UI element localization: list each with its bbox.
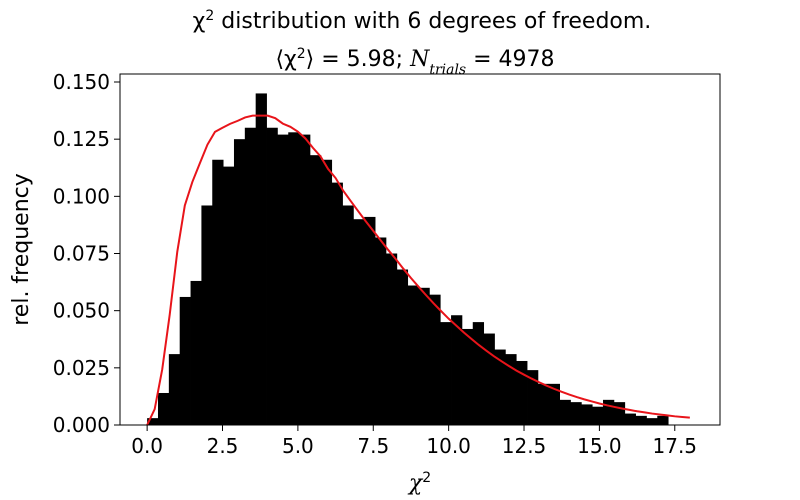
x-tick-label: 12.5 — [502, 434, 547, 458]
histogram-bar — [494, 349, 506, 425]
histogram-bar — [581, 404, 593, 425]
histogram-bar — [418, 287, 430, 425]
histogram-bar — [603, 399, 615, 425]
histogram-bar — [147, 418, 159, 425]
histogram-bar — [483, 333, 495, 425]
histogram-bar — [407, 285, 419, 425]
chi-square-pdf-curve — [146, 114, 690, 426]
histogram-bar — [299, 134, 311, 426]
histogram-bar — [244, 127, 257, 426]
x-axis-label: χ2 — [407, 470, 431, 496]
histogram-bar — [613, 402, 626, 425]
histogram-bar — [212, 159, 224, 425]
histogram-bar — [353, 219, 365, 425]
histogram-bar — [168, 354, 181, 425]
histogram-bar — [592, 406, 604, 425]
histogram-bar — [505, 354, 517, 425]
histogram-bar — [179, 296, 191, 425]
histogram-bar — [157, 392, 170, 425]
y-tick-label: 0.025 — [53, 356, 110, 380]
y-axis-label: rel. frequency — [9, 173, 34, 326]
x-tick-label: 0.0 — [131, 434, 163, 458]
histogram-bar — [396, 269, 409, 425]
histogram-bar — [201, 205, 213, 425]
histogram-bar — [223, 166, 235, 425]
histogram-bar — [266, 127, 278, 426]
histogram-bar — [190, 280, 202, 425]
chart-title: χ2 distribution with 6 degrees of freedo… — [193, 8, 652, 78]
y-tick-label: 0.100 — [53, 184, 110, 208]
x-tick-label: 2.5 — [207, 434, 239, 458]
histogram-bar — [537, 383, 550, 425]
x-axis-ticks: 0.0 2.5 5.0 7.5 10.0 12.5 15.0 17.5 — [131, 425, 697, 458]
histogram-bar — [288, 132, 300, 425]
histogram-bar — [375, 237, 387, 425]
histogram-bar — [429, 294, 441, 425]
y-tick-label: 0.000 — [53, 413, 110, 437]
histogram-bar — [516, 360, 528, 425]
histogram-bar — [548, 383, 560, 425]
histogram-bar — [527, 370, 539, 425]
histogram-bar — [342, 205, 354, 425]
y-axis-ticks: 0.000 0.025 0.050 0.075 0.100 0.125 0.150 — [53, 70, 120, 437]
histogram-bar — [320, 159, 333, 425]
x-tick-label: 17.5 — [653, 434, 698, 458]
histogram-bar — [570, 402, 582, 425]
histogram-bar — [364, 216, 376, 425]
histogram-bar — [385, 253, 398, 425]
plot-area-frame — [119, 73, 721, 426]
histogram-bar — [277, 134, 289, 426]
histogram-bar — [255, 93, 267, 425]
histogram-bar — [309, 155, 322, 425]
histogram-bars — [147, 93, 669, 426]
y-tick-label: 0.075 — [53, 242, 110, 266]
histogram-bar — [624, 413, 636, 425]
histogram-bar — [657, 415, 669, 425]
x-tick-label: 10.0 — [426, 434, 471, 458]
x-tick-label: 15.0 — [577, 434, 622, 458]
histogram-bar — [559, 399, 571, 425]
histogram-bar — [331, 182, 343, 425]
y-tick-label: 0.050 — [53, 299, 110, 323]
y-tick-label: 0.150 — [53, 70, 110, 94]
histogram-bar — [440, 322, 452, 425]
histogram-bar — [472, 322, 485, 425]
histogram-bar — [461, 328, 474, 425]
title-line-1: χ2 distribution with 6 degrees of freedo… — [193, 8, 652, 34]
histogram-bar — [646, 418, 658, 425]
y-tick-label: 0.125 — [53, 127, 110, 151]
x-tick-label: 5.0 — [282, 434, 314, 458]
histogram-bar — [451, 315, 463, 425]
histogram-bar — [233, 139, 246, 426]
histogram-bar — [635, 415, 647, 425]
title-line-2: ⟨χ2⟩ = 5.98; Ntrials = 4978 — [275, 46, 554, 78]
x-tick-label: 7.5 — [357, 434, 389, 458]
